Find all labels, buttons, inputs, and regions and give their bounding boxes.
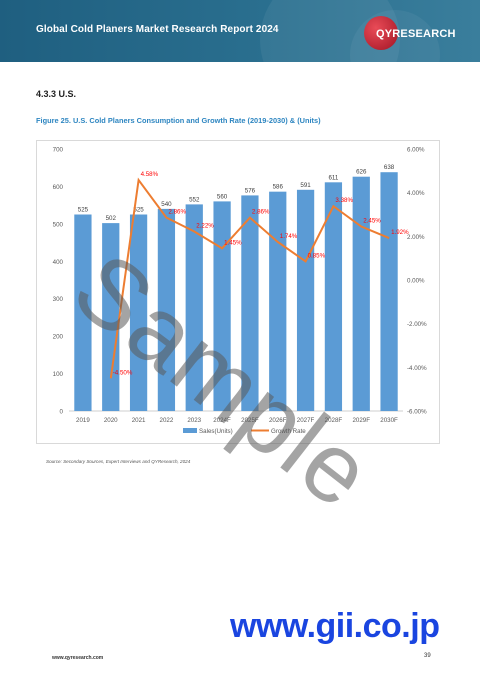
- growth-rate-label: 2.45%: [363, 218, 381, 225]
- bar-value-label: 540: [161, 201, 172, 208]
- footer-url: www.qyresearch.com: [52, 655, 104, 661]
- y-left-tick-label: 300: [53, 296, 64, 303]
- figure-title: Figure 25. U.S. Cold Planers Consumption…: [36, 116, 321, 125]
- section-heading: 4.3.3 U.S.: [36, 89, 77, 99]
- y-right-tick-label: 6.00%: [407, 147, 425, 154]
- x-tick-label: 2025F: [241, 417, 259, 424]
- growth-rate-label: 2.86%: [252, 209, 270, 216]
- bar: [157, 208, 176, 411]
- y-right-tick-label: -2.00%: [407, 321, 427, 328]
- bar: [102, 223, 120, 411]
- y-left-tick-label: 200: [53, 334, 64, 341]
- report-header: Global Cold Planers Market Research Repo…: [0, 0, 480, 62]
- qyresearch-logo: QYRESEARCH: [362, 16, 466, 50]
- x-tick-label: 2019: [76, 417, 90, 424]
- bar-value-label: 591: [300, 182, 311, 189]
- bar-value-label: 502: [106, 215, 117, 222]
- legend-label-sales: Sales(Units): [199, 428, 233, 435]
- chart-container: 0 100 200 300 400 500 600 700 -6.00% -4.00% -2.00%…: [36, 140, 440, 444]
- gii-url-overlay: www.gii.co.jp: [230, 607, 440, 645]
- bar-value-label: 525: [133, 207, 144, 214]
- x-tick-label: 2020: [104, 417, 118, 424]
- bar: [241, 195, 259, 411]
- page-number: 39: [424, 653, 431, 659]
- source-note: Source: Secondary Sources, Expert Interv…: [46, 459, 191, 464]
- growth-rate-label: 4.58%: [141, 171, 159, 178]
- bar: [352, 176, 370, 411]
- y-left-tick-label: 500: [53, 221, 64, 228]
- bar-value-label: 525: [78, 207, 89, 214]
- x-tick-label: 2024F: [213, 417, 231, 424]
- bar: [74, 214, 92, 411]
- x-tick-label: 2021: [132, 417, 146, 424]
- growth-rate-label: 3.38%: [335, 197, 353, 204]
- bar-value-label: 626: [356, 169, 367, 176]
- logo-text: QYRESEARCH: [376, 28, 456, 40]
- y-right-tick-label: 4.00%: [407, 190, 425, 197]
- y-left-tick-label: 100: [53, 371, 64, 378]
- x-tick-label: 2029F: [352, 417, 370, 424]
- bar: [296, 189, 315, 411]
- growth-rate-label: 1.92%: [391, 229, 409, 236]
- growth-rate-label: 2.86%: [168, 209, 186, 216]
- bar-value-label: 560: [217, 193, 228, 200]
- legend-label-growth: Growth Rate: [271, 428, 306, 435]
- legend-swatch-sales: [183, 428, 197, 433]
- y-left-tick-label: 0: [60, 409, 64, 416]
- report-title: Global Cold Planers Market Research Repo…: [36, 24, 279, 35]
- bar-value-label: 586: [273, 184, 284, 191]
- bar-value-label: 638: [384, 164, 395, 171]
- x-tick-label: 2023: [187, 417, 201, 424]
- combo-chart: 0 100 200 300 400 500 600 700 -6.00% -4.00% -2.00%…: [53, 147, 427, 436]
- growth-rate-label: 1.45%: [224, 239, 242, 246]
- x-tick-label: 2022: [160, 417, 174, 424]
- x-tick-label: 2026F: [269, 417, 287, 424]
- bar: [324, 182, 343, 411]
- x-tick-label: 2030F: [380, 417, 398, 424]
- growth-rate-label: 2.22%: [196, 223, 214, 230]
- growth-rate-label: 1.74%: [280, 233, 298, 240]
- bar: [185, 204, 203, 411]
- bar: [380, 172, 398, 411]
- bar-value-label: 576: [245, 187, 256, 194]
- logo-circle-icon: [364, 16, 398, 50]
- y-right-tick-label: 2.00%: [407, 234, 425, 241]
- bar-value-label: 552: [189, 196, 200, 203]
- bar-value-label: 611: [328, 174, 338, 181]
- y-right-tick-label: -4.00%: [407, 365, 427, 372]
- bar: [269, 191, 287, 411]
- y-left-tick-label: 600: [53, 184, 64, 191]
- y-right-tick-label: 0.00%: [407, 278, 425, 285]
- growth-rate-line: [109, 177, 390, 379]
- x-tick-label: 2027F: [297, 417, 315, 424]
- growth-rate-label: -4.50%: [113, 369, 133, 376]
- bar: [129, 214, 148, 411]
- growth-rate-label: 0.85%: [308, 252, 326, 259]
- y-left-tick-label: 400: [53, 259, 64, 266]
- bar: [213, 201, 231, 411]
- y-right-tick-label: -6.00%: [407, 409, 427, 416]
- y-left-tick-label: 700: [53, 147, 64, 154]
- x-tick-label: 2028F: [325, 417, 343, 424]
